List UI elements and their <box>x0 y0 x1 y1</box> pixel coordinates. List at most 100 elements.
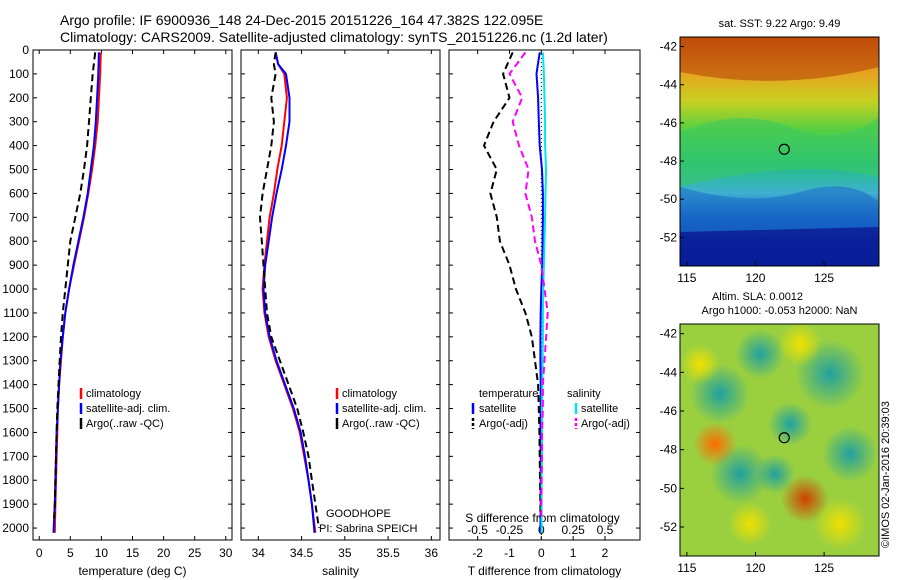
plot-frame <box>240 49 441 541</box>
float-program-label: GOODHOPE <box>326 508 391 520</box>
sla-eddy <box>735 329 785 379</box>
y-tick-label: 1600 <box>2 425 29 439</box>
x-top-tick-label: -0.25 <box>496 523 524 537</box>
x-tick-label: 15 <box>126 546 140 560</box>
map-x-tick-label: 115 <box>677 561 696 575</box>
series-line <box>258 52 320 529</box>
plot-frame <box>32 49 233 541</box>
map-x-tick-label: 125 <box>814 561 834 575</box>
sla-eddy <box>768 402 812 446</box>
y-tick-label: 300 <box>9 115 29 129</box>
sla-map: 115 120 125 -42 -44 -46 -48 -50 -52 Altim. SLA: 0… <box>660 291 880 575</box>
y-tick-label: 1100 <box>3 306 29 320</box>
map-y-tick-label: -52 <box>660 520 678 534</box>
map-frame <box>679 323 880 557</box>
y-tick-label: 1900 <box>2 497 29 511</box>
x-tick-label: 30 <box>219 546 233 560</box>
x-tick-label: 34 <box>252 546 266 560</box>
sla-eddy <box>781 475 829 523</box>
legend-label: satellite-adj. clim. <box>86 403 170 415</box>
map-title: sat. SST: 9.22 Argo: 9.49 <box>719 18 841 30</box>
y-tick-label: 0 <box>22 43 29 57</box>
y-tick-label: 1200 <box>2 330 29 344</box>
plot-frame <box>448 49 641 541</box>
y-tick-label: 1000 <box>2 282 29 296</box>
map-y-tick-label: -48 <box>660 154 678 168</box>
sla-eddy <box>728 502 772 546</box>
series-line <box>53 52 97 519</box>
series-line <box>53 52 102 533</box>
x-tick-label: 25 <box>188 546 202 560</box>
x-tick-label: 34.5 <box>290 546 314 560</box>
float-pi-label: PI: Sabrina SPEICH <box>319 523 417 535</box>
profile-panel-2: 34 34.5 35 35.5 36 salinity climatology satelli… <box>240 49 441 578</box>
legend-label: Argo(..raw -QC) <box>342 418 420 430</box>
legend-label: satellite-adj. clim. <box>342 403 426 415</box>
sla-eddy <box>822 426 878 482</box>
y-tick-label: 900 <box>9 258 29 272</box>
x-tick-label: 0 <box>36 546 43 560</box>
legend-title: salinity <box>567 388 601 400</box>
map-y-tick-label: -44 <box>660 365 678 379</box>
x-tick-label: 5 <box>67 546 74 560</box>
series-line <box>508 51 549 519</box>
sla-eddy <box>693 422 737 466</box>
x-top-tick-label: -0.5 <box>467 523 488 537</box>
map-x-tick-label: 120 <box>745 271 765 285</box>
y-tick-label: 700 <box>9 210 29 224</box>
y-tick-label: 500 <box>9 163 29 177</box>
x-axis-label: salinity <box>322 564 359 578</box>
map-y-tick-label: -46 <box>660 116 678 130</box>
sst-cold-region <box>680 227 879 266</box>
y-tick-label: 1700 <box>2 449 29 463</box>
figure-title-line1: Argo profile: IF 6900936_148 24-Dec-2015… <box>60 12 544 28</box>
map-y-tick-label: -48 <box>660 443 678 457</box>
series-line <box>262 52 316 533</box>
x-top-tick-label: 0.25 <box>561 523 585 537</box>
y-tick-label: 1800 <box>2 473 29 487</box>
series-line <box>52 52 100 533</box>
sst-map: 115 120 125 -42 -44 -46 -48 -50 -52 sat. SST: 9.2… <box>660 18 880 285</box>
x-tick-label: 1 <box>570 546 577 560</box>
legend-label: Argo(-adj) <box>479 418 528 430</box>
map-y-tick-label: -50 <box>660 192 678 206</box>
legend-label: satellite <box>479 403 516 415</box>
sla-eddy <box>778 322 822 366</box>
y-tick-label: 1300 <box>2 354 29 368</box>
legend-label: satellite <box>581 403 618 415</box>
x-axis-label: temperature (deg C) <box>78 564 186 578</box>
y-tick-label: 2000 <box>2 521 29 535</box>
x-tick-label: 35 <box>338 546 352 560</box>
y-tick-label: 800 <box>9 234 29 248</box>
map-y-tick-label: -42 <box>660 40 678 54</box>
map-y-tick-label: -44 <box>660 78 678 92</box>
map-frame <box>679 36 880 267</box>
legend-label: climatology <box>342 388 398 400</box>
map-y-tick-label: -52 <box>660 230 678 244</box>
x-tick-label: 0 <box>538 546 545 560</box>
map-x-tick-label: 120 <box>745 561 765 575</box>
map-y-tick-label: -42 <box>660 327 678 341</box>
x-top-tick-label: 0.5 <box>597 523 614 537</box>
float-location-marker <box>778 432 790 444</box>
x-tick-label: 36 <box>425 546 439 560</box>
figure-title-line2: Climatology: CARS2009. Satellite-adjuste… <box>60 29 608 45</box>
legend-title: temperature <box>479 388 538 400</box>
x-tick-label: 2 <box>602 546 609 560</box>
x-tick-label: -2 <box>472 546 483 560</box>
y-tick-label: 1500 <box>2 402 29 416</box>
map-y-tick-label: -50 <box>660 481 678 495</box>
y-tick-label: 1400 <box>2 378 29 392</box>
x-tick-label: 10 <box>95 546 109 560</box>
profile-panel-1: 0 5 10 15 20 25 300100200300400500600700800900… <box>2 43 232 578</box>
x-axis-label: T difference from climatology <box>468 564 622 578</box>
legend-label: climatology <box>86 388 142 400</box>
y-tick-label: 600 <box>9 186 29 200</box>
map-y-tick-label: -46 <box>660 404 678 418</box>
map-x-tick-label: 115 <box>677 271 696 285</box>
legend-label: Argo(..raw -QC) <box>86 418 164 430</box>
map-x-tick-label: 125 <box>814 271 834 285</box>
x-tick-label: 20 <box>157 546 171 560</box>
map-title: Altim. SLA: 0.0012 <box>712 291 803 303</box>
